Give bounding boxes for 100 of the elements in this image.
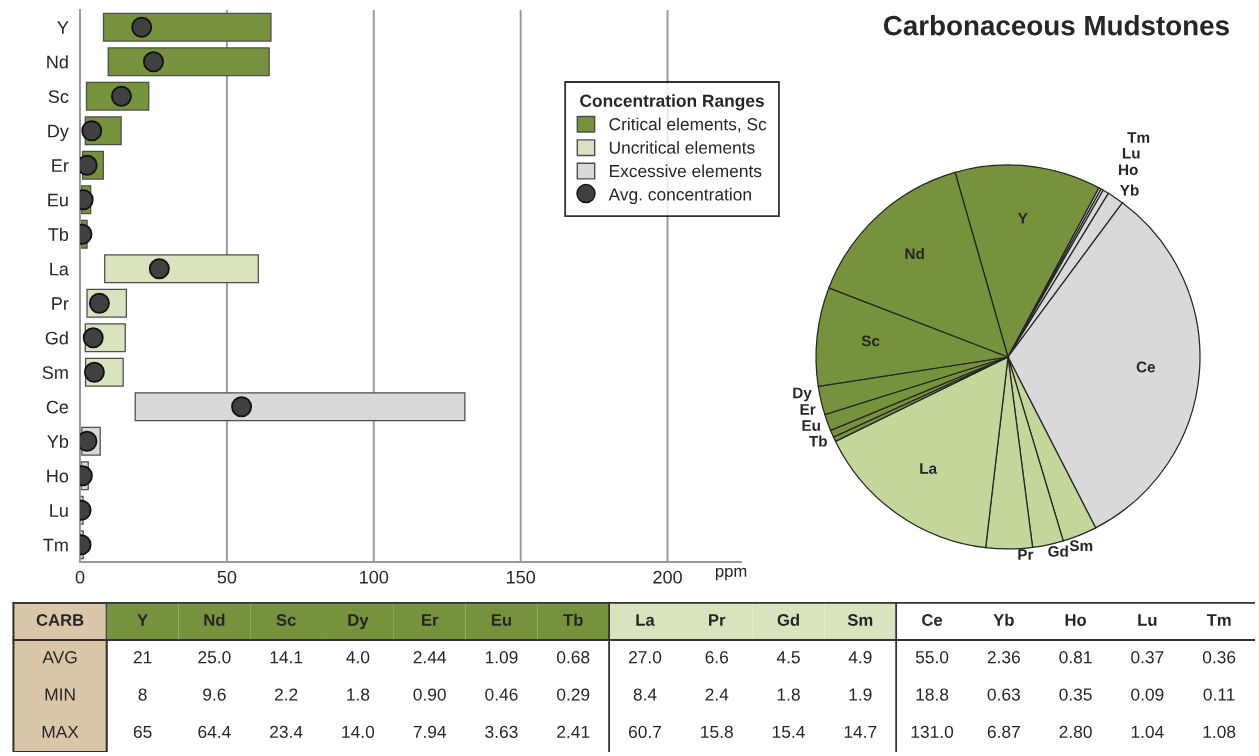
slice-label: Sc bbox=[861, 335, 880, 347]
data-label: 15.8 bbox=[701, 725, 733, 738]
y-tick-label: Ho bbox=[47, 469, 69, 483]
data-label: 4.5 bbox=[776, 651, 800, 664]
data-label: 25.0 bbox=[198, 651, 231, 664]
y-tick-label: Eu bbox=[48, 193, 68, 207]
data-label: 1.8 bbox=[777, 688, 800, 701]
x-tick-label: Eu bbox=[491, 614, 511, 626]
x-tick-label: Lu bbox=[1138, 614, 1157, 626]
y-tick-label: Yb bbox=[47, 434, 69, 448]
data-label: 8 bbox=[138, 688, 147, 701]
slice-label: Dy bbox=[793, 387, 812, 402]
data-label: 131.0 bbox=[911, 725, 954, 738]
y-tick-label: Tb bbox=[48, 227, 69, 241]
slice-label: Tm bbox=[1127, 132, 1150, 143]
data-label: 6.87 bbox=[987, 725, 1020, 738]
slice-label: Lu bbox=[1122, 147, 1140, 159]
y-tick-label: MIN bbox=[45, 688, 75, 701]
legend-label: Uncritical elements bbox=[609, 141, 755, 154]
x-axis-title: ppm bbox=[715, 567, 747, 581]
data-label: 0.09 bbox=[1131, 688, 1164, 701]
data-label: 27.0 bbox=[628, 651, 662, 664]
data-label: 1.08 bbox=[1203, 725, 1236, 738]
y-tick-label: MAX bbox=[42, 725, 79, 738]
slice-label: Gd bbox=[1048, 545, 1068, 557]
data-label: 0.46 bbox=[485, 688, 518, 701]
slice-label: Sm bbox=[1069, 540, 1093, 552]
data-label: 14.1 bbox=[270, 651, 303, 664]
data-label: 1.9 bbox=[849, 688, 872, 701]
slice-label: Pr bbox=[1018, 549, 1034, 560]
data-label: 18.8 bbox=[916, 688, 949, 701]
slice-label: La bbox=[920, 463, 938, 474]
data-label: 23.4 bbox=[270, 725, 303, 738]
y-tick-label: Lu bbox=[50, 504, 68, 517]
data-label: 0.63 bbox=[987, 688, 1020, 701]
y-tick-label: Tm bbox=[43, 538, 68, 552]
data-label: 21 bbox=[133, 651, 152, 664]
slice-label: Yb bbox=[1120, 184, 1139, 196]
y-tick-label: Nd bbox=[47, 55, 68, 69]
y-tick-label: Er bbox=[52, 159, 69, 172]
data-label: 4.9 bbox=[848, 651, 872, 664]
y-tick-label: Gd bbox=[45, 331, 68, 345]
y-tick-label: Y bbox=[57, 21, 69, 34]
data-label: 0.37 bbox=[1131, 651, 1164, 664]
chart-title: Carbonaceous Mudstones bbox=[883, 15, 1229, 36]
data-label: 3.63 bbox=[485, 725, 518, 738]
y-tick-label: La bbox=[50, 262, 69, 276]
data-label: 9.6 bbox=[203, 688, 226, 701]
x-tick-label: 0 bbox=[75, 570, 85, 584]
legend-label: Excessive elements bbox=[609, 164, 762, 178]
slice-label: Nd bbox=[905, 247, 924, 260]
data-label: 2.44 bbox=[413, 651, 447, 664]
x-tick-label: Pr bbox=[709, 614, 726, 626]
data-label: 8.4 bbox=[633, 688, 657, 701]
data-label: 64.4 bbox=[198, 725, 231, 738]
x-tick-label: Sm bbox=[847, 614, 873, 626]
y-tick-label: Pr bbox=[52, 297, 69, 310]
slice-label: Ce bbox=[1136, 361, 1156, 373]
x-tick-label: Sc bbox=[276, 614, 296, 626]
legend-label: Avg. concentration bbox=[608, 187, 751, 204]
data-label: 0.29 bbox=[557, 688, 590, 701]
data-label: 6.6 bbox=[705, 651, 729, 664]
slice-label: Y bbox=[1017, 212, 1028, 224]
data-label: 0.11 bbox=[1203, 688, 1235, 701]
slice-label: Eu bbox=[802, 420, 820, 431]
data-label: 14.7 bbox=[844, 725, 877, 738]
data-label: 2.36 bbox=[987, 651, 1020, 664]
x-tick-label: Ho bbox=[1065, 614, 1087, 626]
data-label: 0.68 bbox=[557, 651, 590, 664]
y-tick-label: Sc bbox=[48, 90, 69, 103]
x-tick-label: Tm bbox=[1206, 614, 1231, 626]
data-label: 55.0 bbox=[915, 651, 949, 664]
legend-title: Concentration Ranges bbox=[580, 94, 764, 111]
data-label: 2.2 bbox=[274, 688, 298, 701]
slice-label: Ho bbox=[1119, 164, 1138, 176]
text: CARB bbox=[36, 614, 84, 626]
x-tick-label: La bbox=[636, 614, 655, 626]
x-tick-label: 100 bbox=[360, 570, 389, 584]
data-label: 2.80 bbox=[1059, 725, 1092, 738]
data-label: 0.90 bbox=[413, 688, 446, 701]
x-tick-label: Dy bbox=[348, 614, 369, 630]
y-tick-label: Ce bbox=[46, 400, 69, 414]
x-tick-label: 150 bbox=[506, 570, 536, 584]
data-label: 60.7 bbox=[628, 725, 662, 738]
data-label: 0.81 bbox=[1059, 651, 1092, 664]
data-label: 7.94 bbox=[413, 725, 447, 738]
data-label: 4.0 bbox=[346, 651, 370, 664]
x-tick-label: Nd bbox=[204, 613, 225, 626]
y-tick-label: Sm bbox=[42, 366, 68, 379]
legend-label: Critical elements, Sc bbox=[609, 117, 767, 133]
data-label: 2.41 bbox=[557, 725, 590, 738]
data-label: 65 bbox=[133, 725, 152, 738]
y-tick-label: Dy bbox=[48, 124, 69, 142]
x-tick-label: 200 bbox=[653, 570, 682, 584]
data-label: 0.36 bbox=[1202, 651, 1236, 664]
x-tick-label: 50 bbox=[217, 570, 237, 584]
x-tick-label: Tb bbox=[563, 613, 583, 626]
data-label: 1.09 bbox=[485, 651, 518, 664]
data-label: 1.04 bbox=[1131, 725, 1164, 738]
data-label: 1.8 bbox=[347, 688, 370, 701]
